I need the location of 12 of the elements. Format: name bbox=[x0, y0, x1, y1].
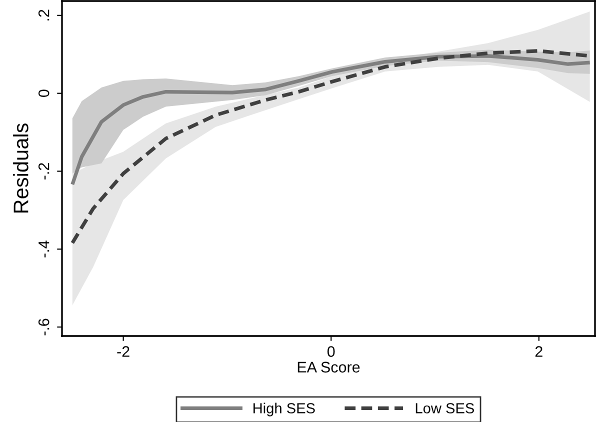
y-tick-label: -.6 bbox=[38, 318, 50, 336]
legend-label: High SES bbox=[254, 402, 315, 416]
y-tick-label: -.4 bbox=[38, 240, 50, 258]
y-tick-label: -.2 bbox=[38, 163, 50, 180]
y-axis-title: Residuals bbox=[13, 124, 28, 213]
y-tick-label: 0 bbox=[38, 90, 50, 97]
y-tick-label: .2 bbox=[38, 10, 50, 20]
x-tick-label: -2 bbox=[117, 346, 130, 357]
x-tick-label: 0 bbox=[327, 346, 335, 357]
x-tick-label: 2 bbox=[535, 346, 542, 357]
x-axis-title: EA Score bbox=[298, 362, 360, 373]
legend-label: Low SES bbox=[416, 403, 474, 414]
